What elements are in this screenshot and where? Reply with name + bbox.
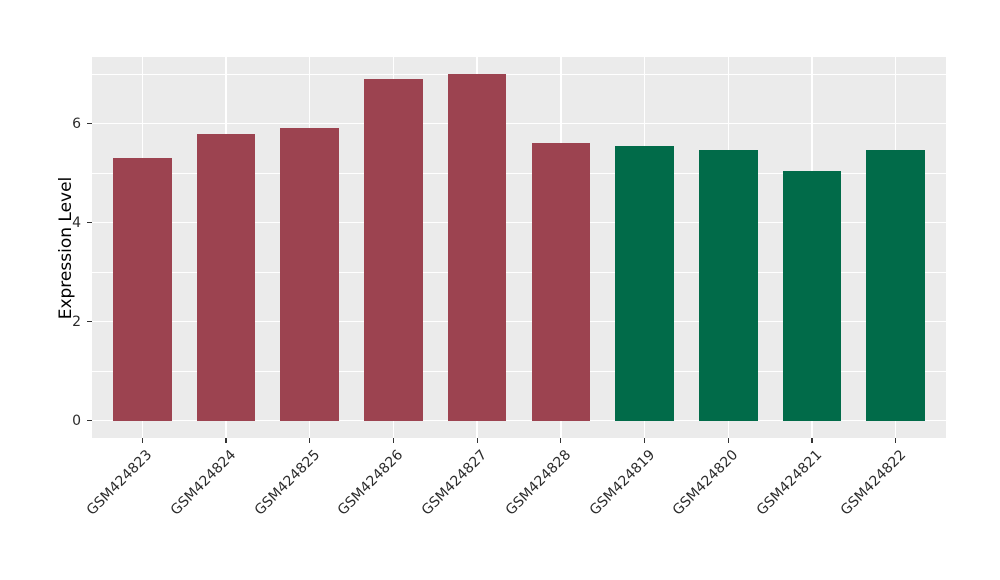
- gridline-minor-h: [92, 271, 946, 273]
- bar-GSM424827: [447, 74, 507, 421]
- gridline-minor-h: [92, 370, 946, 372]
- plot-panel: [92, 57, 946, 438]
- y-tick: [87, 123, 92, 125]
- gridline-major-h: [92, 321, 946, 323]
- bar-GSM424825: [280, 128, 339, 421]
- x-tick: [560, 438, 562, 443]
- y-tick-label: 0: [72, 412, 81, 429]
- x-tick: [392, 438, 394, 443]
- bar-GSM424828: [531, 142, 591, 421]
- y-tick: [87, 420, 92, 422]
- gridline-minor-h: [92, 172, 946, 174]
- y-axis-title: Expression Level: [56, 176, 76, 319]
- bar-GSM424821: [782, 170, 842, 421]
- bar-GSM424823: [112, 158, 172, 421]
- x-tick: [643, 438, 646, 443]
- y-tick-label: 6: [72, 115, 81, 132]
- y-tick-label: 4: [72, 214, 81, 231]
- gridline-major-h: [92, 222, 946, 224]
- y-tick-label: 2: [72, 313, 81, 330]
- bar-GSM424820: [699, 149, 758, 421]
- gridline-major-h: [92, 123, 946, 125]
- gridline-minor-h: [92, 73, 946, 75]
- x-tick: [141, 438, 143, 443]
- y-tick: [87, 222, 92, 224]
- x-tick: [895, 438, 897, 443]
- x-tick-label: GSM424822: [837, 447, 910, 519]
- bar-GSM424826: [364, 78, 423, 421]
- x-tick: [225, 438, 227, 443]
- gridline-major-h: [92, 419, 946, 422]
- bar-GSM424822: [866, 149, 926, 421]
- x-tick: [476, 438, 478, 443]
- bar-GSM424819: [615, 146, 674, 421]
- x-tick: [727, 438, 729, 443]
- bar-GSM424824: [196, 133, 256, 421]
- x-tick: [811, 438, 813, 443]
- y-tick: [87, 321, 92, 323]
- x-tick: [309, 438, 311, 443]
